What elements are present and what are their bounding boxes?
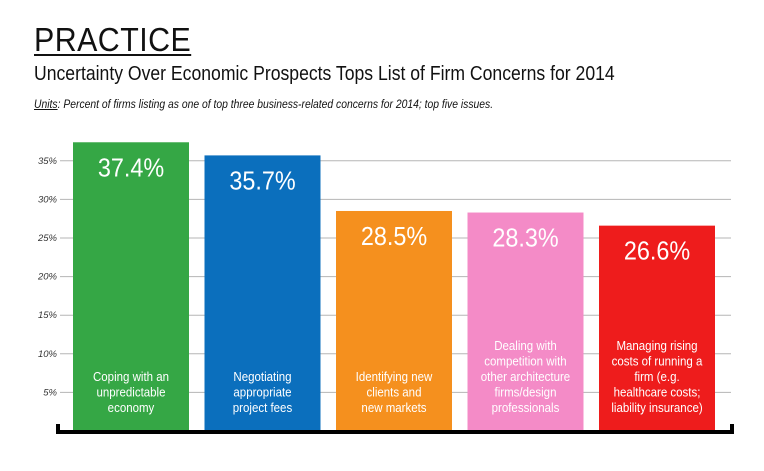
x-axis [56,424,734,434]
bar-group-2: 35.7% Negotiating appropriate project fees [204,155,321,431]
bars: 37.4%Coping with an unpredictable economy3… [73,142,715,431]
category-label-3: Identifying new clients and new markets [356,370,433,416]
units-key: Units [34,99,58,111]
y-tick-label-25: 25% [37,233,58,244]
category-label-line: competition with [484,354,566,369]
bar-4 [467,212,584,431]
units-text: : Percent of firms listing as one of top… [57,99,494,111]
y-tick-label-20: 20% [37,272,58,283]
value-label-4: 28.3% [492,224,558,252]
value-label-1: 37.4% [98,154,164,182]
y-tick-label-10: 10% [38,349,58,360]
category-label-line: healthcare costs; [614,385,701,400]
category-label-line: unpredictable [96,385,165,400]
category-label-line: costs of running a [612,354,703,369]
category-label-line: project fees [233,401,292,416]
y-tick-label-30: 30% [38,194,58,205]
bar-2 [204,155,321,431]
category-label-line: firm (e.g. [634,370,679,385]
category-label-1: Coping with an unpredictable economy [93,370,169,416]
category-label-line: appropriate [233,385,291,400]
category-label-5: Managing rising costs of running a firm (e… [611,339,702,416]
value-label-5: 26.6% [624,238,690,266]
category-label-line: Managing rising [616,339,697,354]
y-tick-label-15: 15% [38,310,58,321]
value-label-2: 35.7% [229,167,295,195]
category-label-line: other architecture [481,370,571,385]
bar-3 [336,210,452,431]
category-label-line: Coping with an [93,370,169,385]
category-label-line: economy [108,401,155,416]
bar-5 [599,225,715,431]
bar-1 [73,142,189,431]
category-label-line: Identifying new [356,370,433,385]
bar-group-4: 28.3% Dealing with competition with other a… [467,212,584,431]
y-tick-label-35: 35% [38,156,58,167]
bar-group-3: 28.5% Identifying new clients and new marke… [336,210,452,431]
bar-group-1: 37.4% Coping with an unpredictable economy [73,142,189,431]
category-label-line: Negotiating [233,370,291,385]
y-axis-ticks: 5% 10% 15% 20% 25% 30% 35% [37,156,58,399]
units-note: Units: Percent of firms listing as one o… [34,98,493,112]
category-label-line: Dealing with [494,339,557,354]
bar-group-5: 26.6% Managing rising costs of running a fi… [599,225,715,431]
chart-title: Uncertainty Over Economic Prospects Tops… [34,63,615,85]
category-label-line: clients and [367,385,422,400]
y-tick-label-5: 5% [43,387,57,398]
category-label-2: Negotiating appropriate project fees [233,370,292,416]
category-label-line: new markets [361,401,426,416]
category-label-line: liability insurance) [611,401,702,416]
section-label: PRACTICE [34,21,192,58]
category-label-line: firms/design [495,385,557,400]
category-label-line: professionals [492,401,560,416]
value-label-3: 28.5% [361,223,427,251]
category-label-4: Dealing with competition with other archit… [481,339,571,416]
